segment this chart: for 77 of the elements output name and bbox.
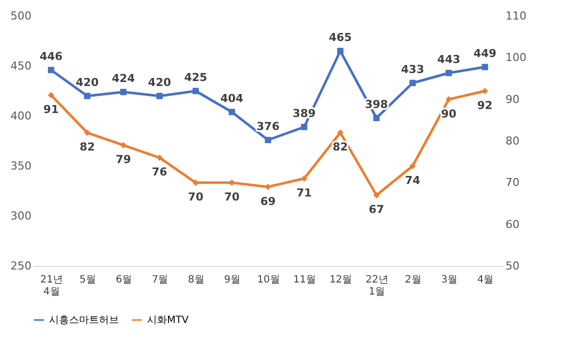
data-label: 376 [256,120,280,133]
data-label: 70 [224,190,240,204]
y-tick-label: 350 [10,160,32,172]
data-label: 449 [473,47,496,60]
point [373,114,380,122]
x-tick-label: 11월 [293,274,316,286]
data-label: 425 [184,71,208,84]
data-label: 67 [368,203,384,216]
point [156,154,163,161]
y2-tick-label: 60 [506,218,520,231]
legend-label: 시흥스마트허브 [49,315,119,326]
data-label: 420 [76,76,100,89]
point [446,96,452,102]
point [409,80,416,86]
x-tick-label: 9월 [224,274,241,286]
data-label: 82 [80,140,95,154]
point [48,92,54,98]
y2-tick-label: 50 [506,260,520,272]
point [482,64,488,70]
data-label: 92 [477,99,493,112]
point [409,162,416,170]
point [373,192,380,198]
x-tick-label: 3월 [441,274,458,286]
y-tick-label: 300 [10,210,32,222]
y2-tick-label: 110 [506,10,526,22]
data-label: 69 [260,194,276,208]
data-label: 465 [328,31,352,44]
y2-tick-label: 80 [506,134,520,148]
x-tick-label: 21년 4월 [40,274,63,298]
x-tick-label: 12월 [329,274,352,286]
point [156,92,163,100]
x-tick-label: 4월 [477,274,494,286]
data-label: 79 [116,153,132,166]
y2-tick-label: 90 [506,92,520,106]
y2-tick-label: 70 [506,176,520,190]
x-tick-label: 5월 [80,274,96,286]
data-label: 71 [296,186,312,200]
y-tick-label: 500 [10,10,32,22]
x-tick-label: 22년 1월 [366,274,388,298]
x-tick-label: 6월 [116,274,132,286]
point [84,130,90,136]
data-label: 404 [220,92,244,105]
point [300,124,308,130]
data-label: 91 [43,103,59,116]
y2-tick-label: 100 [506,51,526,64]
x-tick-label: 2월 [404,274,422,286]
legend-label: 시화MTV [147,315,189,326]
data-label: 443 [437,53,460,66]
point [446,70,452,76]
point [48,66,54,74]
x-tick-label: 10월 [257,274,280,286]
point [264,184,272,190]
point [228,180,236,186]
y-tick-label: 450 [10,60,32,72]
x-tick-label: 7월 [152,274,168,286]
data-label: 424 [112,72,136,85]
data-label: 420 [148,76,172,89]
point [482,88,488,94]
point [337,48,344,54]
data-label: 446 [40,50,63,63]
data-label: 70 [188,190,204,204]
data-label: 433 [401,63,424,76]
point [192,88,199,94]
data-label: 82 [332,140,348,154]
data-label: 76 [152,166,168,179]
y-tick-label: 250 [10,260,32,272]
point [228,108,236,116]
x-tick-label: 8월 [188,274,204,286]
data-label: 90 [441,107,457,120]
point [120,142,127,148]
point [120,88,127,96]
point [84,92,90,100]
y-tick-label: 400 [10,110,32,122]
point [264,136,272,144]
point [300,175,308,182]
data-label: 74 [404,174,421,187]
point [337,130,344,136]
